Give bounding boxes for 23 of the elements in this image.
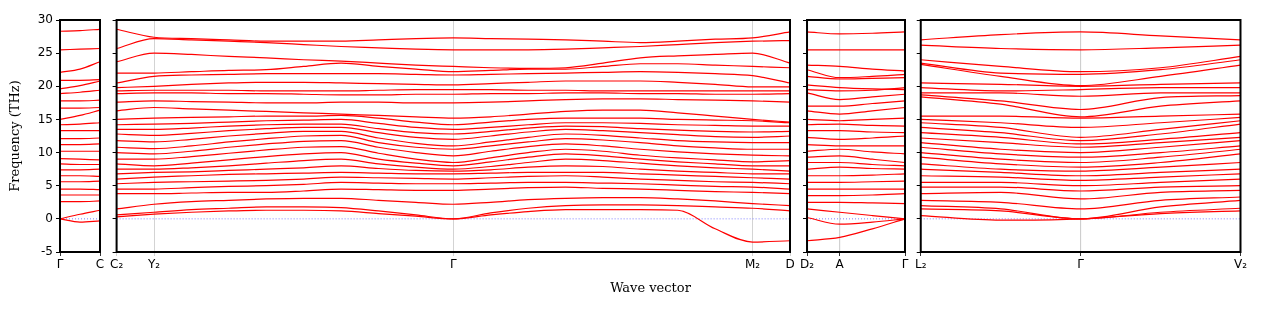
x-tick-label: V₂ [1233, 257, 1248, 272]
y-tick-label: 5 [45, 177, 53, 192]
y-tick-label: -5 [41, 244, 53, 259]
y-tick-label: 25 [37, 45, 53, 60]
y-axis-title: Frequency (THz) [7, 80, 23, 192]
x-tick-label: M₂ [745, 257, 761, 272]
x-tick-label: D₂ [799, 257, 815, 272]
y-tick-label: 10 [37, 144, 53, 159]
y-tick-label: 20 [37, 78, 53, 93]
x-tick-label: C₂ [109, 257, 124, 272]
x-tick-label: Γ [56, 257, 64, 272]
y-tick-label: 30 [37, 12, 53, 27]
y-tick-label: 15 [37, 111, 53, 126]
x-tick-label: D [785, 257, 795, 272]
x-tick-label: Γ [449, 257, 457, 272]
y-tick-label: 0 [45, 210, 53, 225]
x-tick-label: Γ [1077, 257, 1085, 272]
x-tick-label: Γ [901, 257, 909, 272]
x-tick-label: Y₂ [146, 257, 161, 272]
x-tick-label: L₂ [915, 257, 927, 272]
x-tick-label: C [95, 257, 105, 272]
x-axis-title: Wave vector [609, 280, 692, 295]
x-tick-label: A [835, 257, 845, 272]
